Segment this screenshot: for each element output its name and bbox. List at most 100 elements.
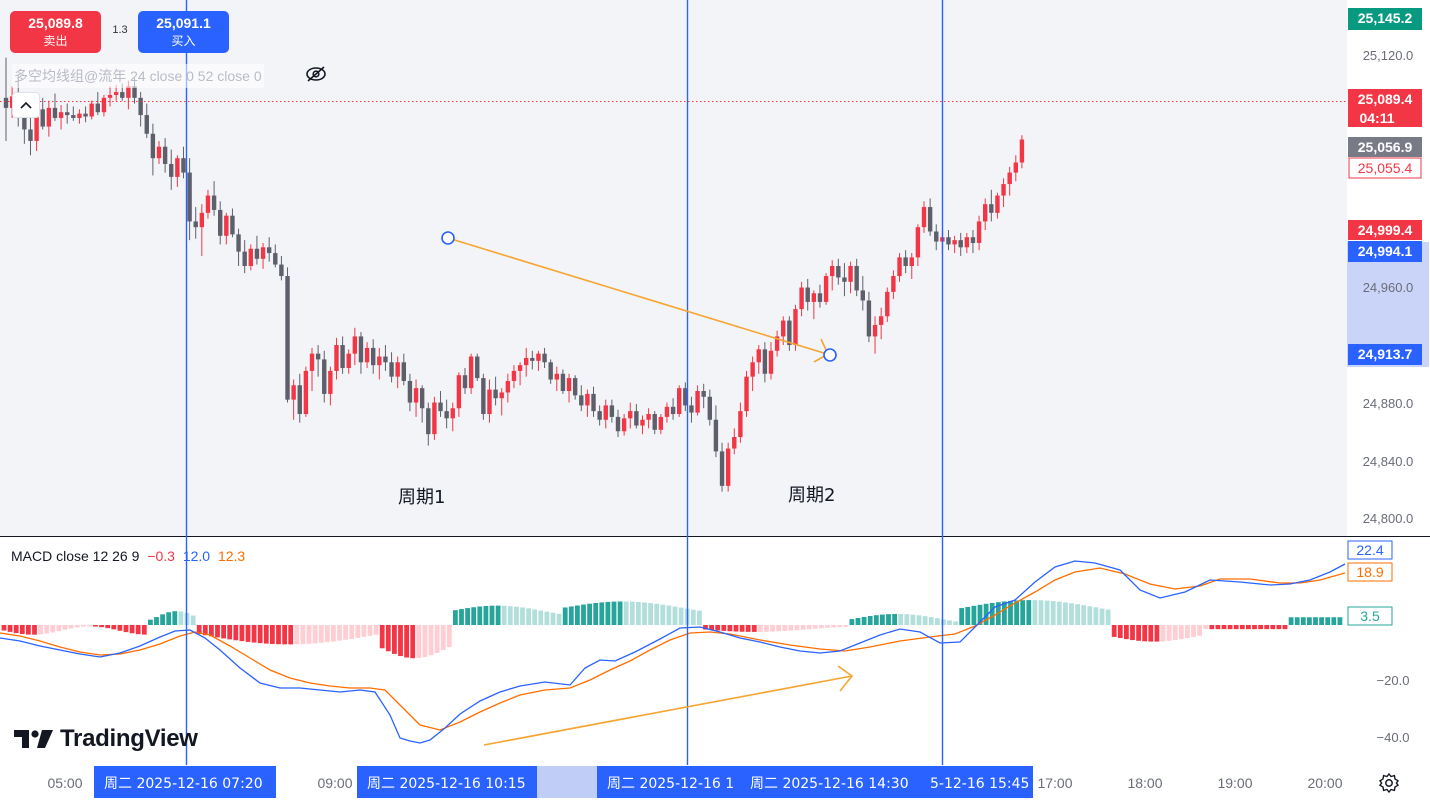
candle-body (854, 265, 859, 291)
candle-body (707, 396, 712, 420)
macd-histogram-bar (617, 601, 623, 625)
candle-body (524, 357, 529, 366)
macd-histogram-bar (794, 625, 800, 631)
tradingview-watermark: TradingView (14, 724, 198, 754)
candle-body (1013, 162, 1018, 173)
candle-body (242, 251, 247, 266)
macd-histogram-bar (715, 625, 721, 631)
macd-histogram-bar (1020, 600, 1026, 625)
macd-histogram-bar (44, 625, 50, 634)
candle-body (3, 97, 9, 108)
macd-histogram-bar (483, 605, 489, 625)
price-label: 25,089.4 (1358, 91, 1413, 107)
macd-histogram-bar (233, 625, 239, 641)
macd-histogram-bar (1099, 608, 1105, 625)
candle-body (144, 115, 149, 134)
macd-histogram-bar (1294, 617, 1300, 625)
candle-body (878, 316, 884, 325)
macd-histogram-bar (568, 606, 574, 625)
sell-button[interactable]: 25,089.8 卖出 (10, 11, 101, 53)
macd-histogram-bar (367, 625, 373, 636)
macd-histogram-bar (928, 617, 934, 625)
macd-histogram-bar (965, 606, 971, 625)
macd-histogram-bar (1227, 625, 1233, 630)
macd-histogram-bar (1215, 625, 1221, 630)
candle-body (126, 86, 131, 98)
macd-histogram-bar (672, 606, 678, 625)
macd-histogram-bar (831, 625, 836, 628)
macd-histogram-bar (611, 601, 617, 625)
candle-body (1007, 172, 1012, 185)
spread-value: 1.3 (112, 24, 128, 36)
candle-body (658, 416, 664, 430)
candle-body (95, 103, 100, 113)
macd-histogram-bar (544, 611, 550, 625)
buy-button[interactable]: 25,091.1 买入 (138, 11, 229, 53)
macd-histogram-bar (324, 625, 330, 643)
macd-histogram-bar (172, 611, 178, 625)
macd-label-bg (1347, 562, 1393, 582)
macd-histogram-bar (1191, 625, 1196, 637)
macd-histogram-bar (770, 625, 775, 632)
candle-body (505, 380, 511, 393)
candle-body (395, 362, 400, 377)
settings-icon[interactable] (1378, 772, 1400, 794)
macd-axis-tick: −40.0 (1377, 730, 1410, 745)
macd-histogram-bar (148, 619, 153, 625)
macd-histogram-bar (526, 608, 531, 625)
macd-histogram-bar (26, 625, 31, 635)
macd-histogram-bar (38, 625, 43, 635)
macd-histogram-bar (19, 625, 25, 635)
candle-body (560, 373, 566, 392)
candle-body (744, 376, 749, 412)
macd-histogram-bar (1050, 601, 1056, 625)
macd-histogram-bar (739, 625, 745, 632)
candle-body (585, 393, 590, 406)
candle-body (732, 437, 737, 449)
macd-histogram-bar (453, 610, 458, 625)
eye-off-icon[interactable] (303, 63, 329, 85)
candle-body (548, 362, 553, 380)
sell-label: 卖出 (43, 34, 68, 48)
candle-body (903, 257, 908, 266)
macd-histogram-bar (1069, 603, 1074, 625)
macd-histogram-bar (1172, 625, 1178, 641)
candle-body (787, 320, 792, 346)
price-label: 25,055.4 (1358, 160, 1413, 176)
macd-histogram-bar (1325, 617, 1331, 625)
macd-histogram-bar (825, 625, 830, 628)
macd-histogram-bar (910, 614, 916, 625)
indicator-legend[interactable]: 多空均线组@流年 24 close 0 52 close 0 (12, 64, 264, 88)
macd-histogram-bar (599, 602, 605, 625)
time-range-highlight (536, 766, 598, 798)
collapse-button[interactable] (12, 92, 40, 118)
macd-histogram-bar (1307, 617, 1312, 625)
candle-body (817, 293, 823, 302)
candle-body (181, 158, 186, 173)
macd-histogram-bar (1063, 602, 1068, 625)
candle-body (358, 336, 364, 363)
candle-body (628, 411, 633, 419)
macd-histogram (1, 600, 1343, 659)
candle-body (566, 378, 572, 392)
candle-body (58, 112, 64, 118)
macd-legend[interactable]: MACD close 12 26 9 −0.3 12.0 12.3 (11, 548, 249, 564)
macd-histogram-bar (465, 608, 470, 625)
macd-histogram-bar (245, 625, 251, 642)
macd-histogram-bar (654, 603, 660, 625)
macd-histogram-bar (99, 625, 104, 628)
candle-body (921, 207, 927, 228)
macd-histogram-bar (263, 625, 269, 644)
macd-histogram-bar (1203, 625, 1209, 630)
candle-body (487, 389, 492, 415)
candle-body (799, 287, 804, 310)
time-date-label: 周二 2025-12-16 07:20 (104, 776, 263, 792)
candle-body (334, 345, 339, 371)
macd-histogram-bar (1300, 617, 1306, 625)
macd-histogram-bar (953, 621, 958, 625)
macd-histogram-bar (318, 625, 324, 643)
macd-histogram-bar (1282, 625, 1288, 630)
macd-histogram-bar (154, 617, 159, 625)
